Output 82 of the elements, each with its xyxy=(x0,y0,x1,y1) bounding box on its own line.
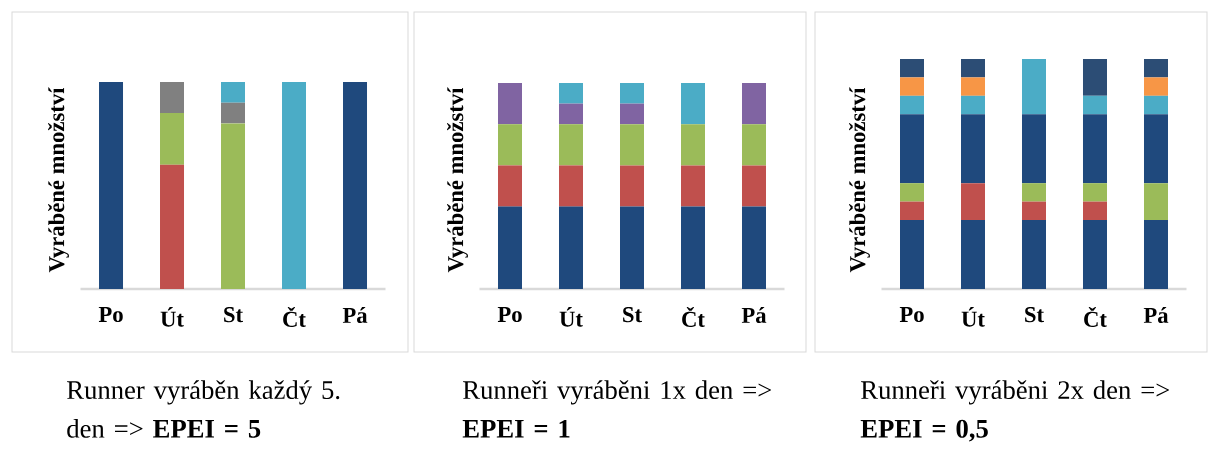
bar xyxy=(1144,114,1168,184)
x-tick-label: Čt xyxy=(1084,307,1107,327)
bar xyxy=(1144,77,1168,96)
bar xyxy=(498,83,522,125)
bar xyxy=(961,59,985,78)
bar xyxy=(620,83,644,104)
bar xyxy=(559,165,583,207)
bar xyxy=(498,165,522,207)
bar xyxy=(742,206,766,289)
bar xyxy=(620,103,644,125)
bar xyxy=(742,165,766,207)
bar xyxy=(961,77,985,96)
bar xyxy=(900,95,924,115)
bar xyxy=(1083,95,1107,115)
bar xyxy=(961,183,985,220)
bar xyxy=(1083,114,1107,184)
bar xyxy=(1083,220,1107,289)
bar xyxy=(1022,114,1046,184)
y-axis-title: Vyráběné množství xyxy=(447,87,468,273)
bar xyxy=(498,206,522,289)
x-tick-label: St xyxy=(1025,307,1044,323)
bar xyxy=(160,164,185,289)
bar xyxy=(620,165,644,207)
bar xyxy=(559,124,583,166)
x-tick-label: St xyxy=(224,307,243,323)
bar xyxy=(99,82,124,289)
bar xyxy=(900,77,924,96)
x-tick-label: Čt xyxy=(682,307,705,327)
x-tick-label: St xyxy=(623,307,642,323)
text: Runner vyráběn každý 5. den => EPEI = 5 xyxy=(67,380,340,438)
bar xyxy=(900,220,924,289)
text: Runneři vyráběni 2x den => EPEI = 0,5 xyxy=(860,380,1170,442)
x-tick-label: Po xyxy=(899,307,924,323)
bar xyxy=(1083,59,1107,96)
bar xyxy=(1022,183,1046,202)
x-tick-label: Po xyxy=(497,307,522,323)
x-tick-label: Pá xyxy=(342,307,368,324)
bar xyxy=(900,201,924,220)
bar xyxy=(620,124,644,166)
x-tick-label: Po xyxy=(98,307,123,323)
bar xyxy=(900,59,924,78)
bar xyxy=(681,124,705,166)
bar xyxy=(900,114,924,184)
bar xyxy=(1144,220,1168,289)
y-axis-title: Vyráběné množství xyxy=(48,87,69,273)
bar xyxy=(221,102,246,124)
bar xyxy=(961,114,985,184)
bar xyxy=(343,82,368,289)
bar xyxy=(221,123,246,289)
bar xyxy=(1022,201,1046,220)
bar xyxy=(681,206,705,289)
bar xyxy=(1083,201,1107,220)
bar xyxy=(1144,59,1168,78)
bar xyxy=(681,83,705,125)
bar xyxy=(498,124,522,166)
bar xyxy=(742,124,766,166)
bar xyxy=(742,83,766,125)
bar xyxy=(1144,183,1168,220)
bar xyxy=(160,82,185,114)
bar xyxy=(1022,59,1046,115)
x-tick-label: Út xyxy=(961,307,985,327)
bar xyxy=(221,82,246,103)
bar xyxy=(900,183,924,202)
x-tick-label: Út xyxy=(160,307,184,327)
text: Runneři vyráběni 1x den => EPEI = 1 xyxy=(462,380,772,438)
bar xyxy=(961,220,985,289)
x-tick-label: Pá xyxy=(741,307,767,324)
bar xyxy=(559,206,583,289)
bar xyxy=(620,206,644,289)
bar xyxy=(1083,183,1107,202)
bar xyxy=(559,103,583,125)
x-tick-label: Čt xyxy=(283,307,306,327)
bar xyxy=(681,165,705,207)
bar xyxy=(160,113,185,165)
bar xyxy=(961,95,985,115)
x-tick-label: Pá xyxy=(1143,307,1169,324)
y-axis-title: Vyráběné množství xyxy=(849,87,870,273)
bar xyxy=(1022,220,1046,289)
x-tick-label: Út xyxy=(559,307,583,327)
bar xyxy=(1144,95,1168,115)
bar xyxy=(559,83,583,104)
bar xyxy=(282,82,307,289)
